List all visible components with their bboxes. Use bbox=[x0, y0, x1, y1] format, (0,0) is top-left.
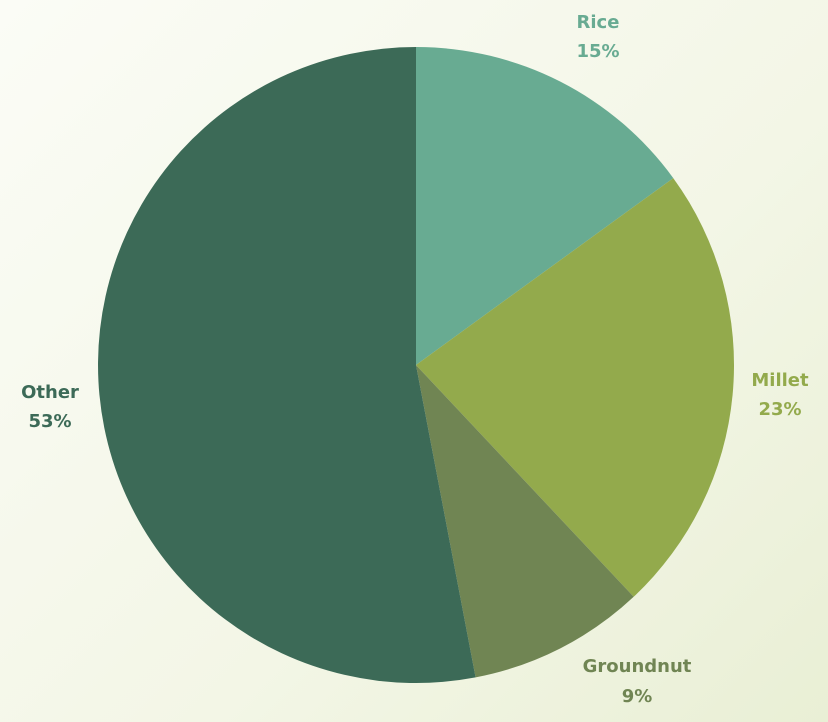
pie-labels: Rice 15% Millet 23% Groundnut 9% Other 53% bbox=[21, 12, 809, 707]
slice-percent-rice: 15% bbox=[576, 41, 619, 62]
slice-percent-other: 53% bbox=[28, 411, 71, 432]
slice-percent-groundnut: 9% bbox=[622, 686, 653, 707]
slice-label-millet: Millet bbox=[751, 370, 809, 391]
pie-slice-rice bbox=[416, 47, 674, 365]
pie-slice-millet bbox=[416, 178, 735, 597]
slice-label-rice: Rice bbox=[577, 12, 620, 33]
pie-slices bbox=[98, 47, 735, 683]
slice-label-other: Other bbox=[21, 382, 79, 403]
slice-percent-millet: 23% bbox=[758, 399, 801, 420]
pie-slice-groundnut bbox=[416, 365, 634, 678]
slice-label-groundnut: Groundnut bbox=[583, 656, 692, 677]
pie-slice-other bbox=[98, 47, 476, 683]
